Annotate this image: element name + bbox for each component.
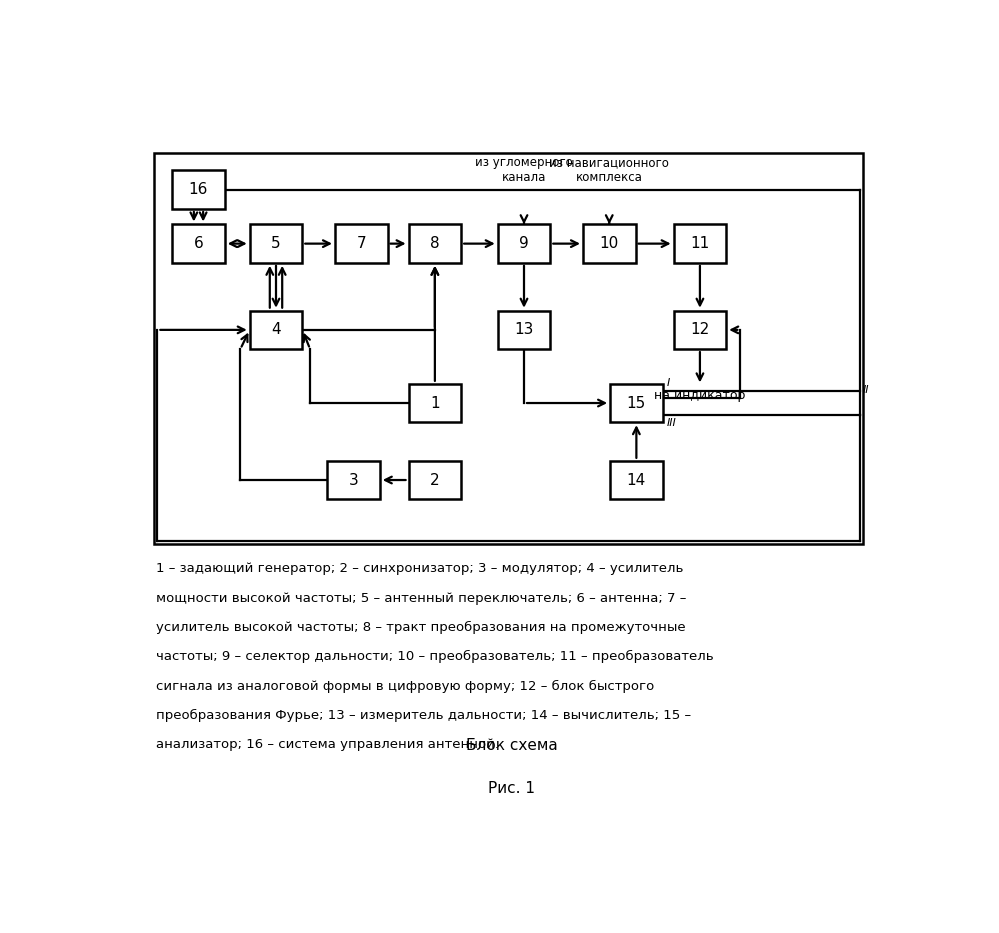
Text: Блок схема: Блок схема <box>466 738 557 753</box>
Text: 5: 5 <box>271 236 281 251</box>
FancyBboxPatch shape <box>327 461 380 499</box>
Text: 9: 9 <box>519 236 528 251</box>
Text: 8: 8 <box>430 236 440 251</box>
FancyBboxPatch shape <box>409 383 462 423</box>
Text: 7: 7 <box>357 236 366 251</box>
FancyBboxPatch shape <box>610 461 662 499</box>
Text: 16: 16 <box>189 182 208 197</box>
Text: 1 – задающий генератор; 2 – синхронизатор; 3 – модулятор; 4 – усилитель: 1 – задающий генератор; 2 – синхронизато… <box>156 563 683 576</box>
Text: 4: 4 <box>271 323 281 338</box>
Text: 14: 14 <box>626 472 646 488</box>
FancyBboxPatch shape <box>673 311 726 349</box>
FancyBboxPatch shape <box>610 383 662 423</box>
FancyBboxPatch shape <box>673 224 726 263</box>
Text: из навигационного
комплекса: из навигационного комплекса <box>549 157 669 185</box>
FancyBboxPatch shape <box>409 224 462 263</box>
Text: 1: 1 <box>430 396 440 411</box>
Text: Рис. 1: Рис. 1 <box>489 781 535 796</box>
FancyBboxPatch shape <box>335 224 388 263</box>
Text: анализатор; 16 – система управления антенной.: анализатор; 16 – система управления анте… <box>156 738 499 751</box>
Text: усилитель высокой частоты; 8 – тракт преобразования на промежуточные: усилитель высокой частоты; 8 – тракт пре… <box>156 621 685 634</box>
FancyBboxPatch shape <box>172 171 225 209</box>
Text: преобразования Фурье; 13 – измеритель дальности; 14 – вычислитель; 15 –: преобразования Фурье; 13 – измеритель да… <box>156 709 691 722</box>
Bar <box>154 153 863 544</box>
Text: мощности высокой частоты; 5 – антенный переключатель; 6 – антенна; 7 –: мощности высокой частоты; 5 – антенный п… <box>156 592 686 605</box>
Text: II: II <box>863 384 869 395</box>
Text: 13: 13 <box>514 323 533 338</box>
Text: 10: 10 <box>599 236 618 251</box>
Text: III: III <box>666 418 676 428</box>
Text: 15: 15 <box>626 396 646 411</box>
Text: частоты; 9 – селектор дальности; 10 – преобразователь; 11 – преобразователь: частоты; 9 – селектор дальности; 10 – пр… <box>156 650 713 663</box>
Text: 12: 12 <box>690 323 709 338</box>
Text: 2: 2 <box>430 472 440 488</box>
Text: 3: 3 <box>349 472 359 488</box>
FancyBboxPatch shape <box>250 224 303 263</box>
FancyBboxPatch shape <box>409 461 462 499</box>
Text: I: I <box>666 378 670 387</box>
FancyBboxPatch shape <box>172 224 225 263</box>
Text: 6: 6 <box>194 236 204 251</box>
FancyBboxPatch shape <box>250 311 303 349</box>
Text: 11: 11 <box>690 236 709 251</box>
FancyBboxPatch shape <box>582 224 635 263</box>
Text: сигнала из аналоговой формы в цифровую форму; 12 – блок быстрого: сигнала из аналоговой формы в цифровую ф… <box>156 679 654 692</box>
FancyBboxPatch shape <box>498 224 550 263</box>
Text: из угломерного
канала: из угломерного канала <box>476 157 572 185</box>
Text: на индикатор: на индикатор <box>654 389 745 402</box>
FancyBboxPatch shape <box>498 311 550 349</box>
